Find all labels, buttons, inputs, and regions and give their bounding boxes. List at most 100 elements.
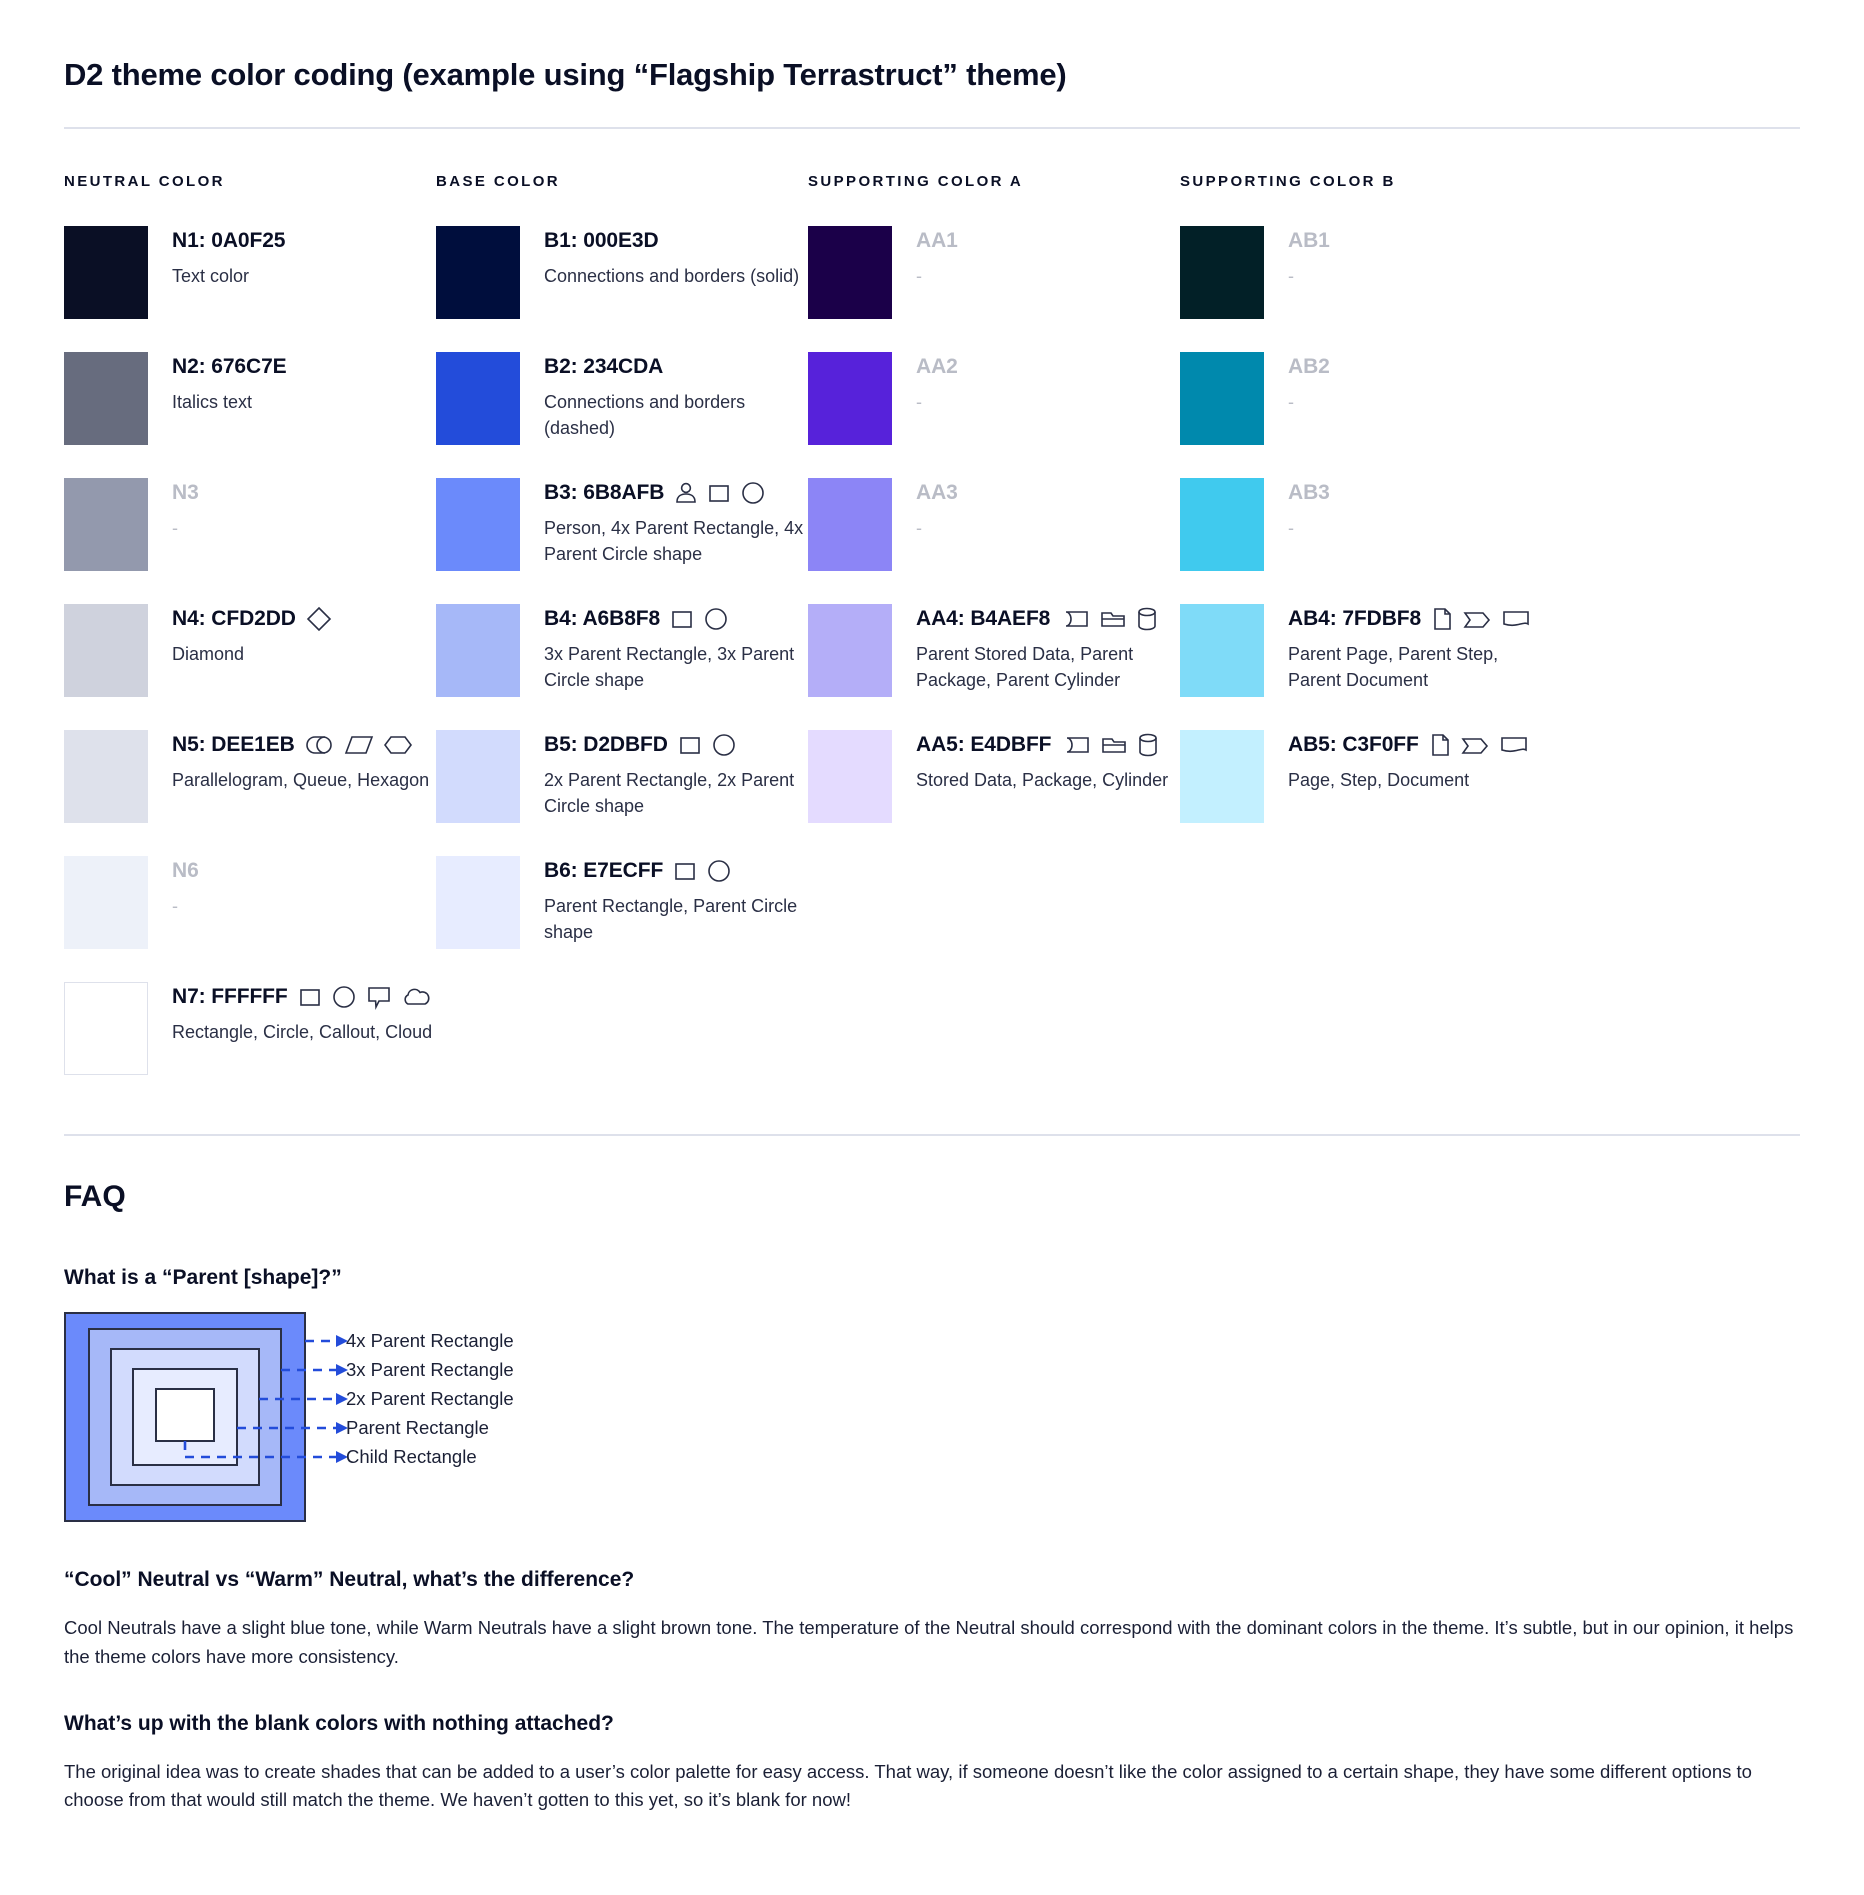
color-swatch[interactable] (808, 604, 892, 698)
swatch-meta: AA1 - (916, 226, 958, 289)
color-swatch[interactable] (436, 478, 520, 572)
swatch-name-line: B3: 6B8AFB (544, 480, 808, 506)
color-swatch[interactable] (64, 604, 148, 698)
rectangle-icon (678, 733, 702, 757)
swatch-name: B2: 234CDA (544, 355, 664, 379)
shape-icon-group (305, 733, 413, 757)
parent-shape-svg (64, 1312, 348, 1523)
swatch-name: B6: E7ECFF (544, 859, 664, 883)
palette-column: NEUTRAL COLOR N1: 0A0F25 Text color N2: 676… (64, 173, 436, 1108)
shape-icon-group (1061, 732, 1159, 758)
diagram-legend-label: 4x Parent Rectangle (346, 1330, 514, 1352)
swatch-description: Stored Data, Package, Cylinder (916, 770, 1169, 791)
swatch-description: - (916, 266, 922, 287)
color-swatch[interactable] (808, 352, 892, 446)
callout-icon (366, 984, 392, 1011)
swatch-name: B3: 6B8AFB (544, 481, 665, 505)
color-swatch[interactable] (64, 982, 148, 1076)
swatch-row: AB3 - (1180, 478, 1552, 604)
faq-question-2: “Cool” Neutral vs “Warm” Neutral, what’s… (64, 1568, 635, 1592)
swatch-name: AB1 (1288, 229, 1330, 253)
color-swatch[interactable] (436, 856, 520, 950)
palette-column: SUPPORTING COLOR B AB1 - AB2 - AB3 - AB4: 7FDBF… (1180, 173, 1552, 1108)
swatch-row: N2: 676C7E Italics text (64, 352, 436, 478)
swatch-name-line: AB4: 7FDBF8 (1288, 606, 1552, 632)
column-header: BASE COLOR (436, 173, 561, 191)
swatch-row: N7: FFFFFF Rectangle, Circle, Callout, Cl… (64, 982, 436, 1108)
swatch-list: N1: 0A0F25 Text color N2: 676C7E Italics te… (64, 226, 436, 1108)
document-icon (1499, 733, 1529, 757)
swatch-meta: B2: 234CDA Connections and borders (dashe… (544, 352, 808, 441)
color-swatch[interactable] (436, 226, 520, 320)
swatch-name-line: N7: FFFFFF (172, 984, 432, 1011)
faq-item-parent-shape: What is a “Parent [shape]?” (64, 1266, 1800, 1523)
swatch-description: Person, 4x Parent Rectangle, 4x Parent C… (544, 518, 804, 565)
rectangle-icon (670, 607, 694, 631)
swatch-row: N4: CFD2DD Diamond (64, 604, 436, 730)
cylinder-icon (1136, 606, 1158, 632)
swatch-description: - (916, 518, 922, 539)
step-icon (1460, 733, 1490, 757)
circle-icon (331, 984, 357, 1010)
swatch-row: AA5: E4DBFF Stored Data, Package, Cylinde… (808, 730, 1180, 856)
color-swatch[interactable] (1180, 352, 1264, 446)
color-swatch[interactable] (808, 730, 892, 824)
faq-divider (64, 1134, 1800, 1137)
connector-lines (183, 1339, 336, 1459)
swatch-name-line: AA1 (916, 228, 958, 254)
shape-icon-group (1431, 606, 1531, 632)
swatch-description: - (1288, 392, 1294, 413)
color-swatch[interactable] (808, 478, 892, 572)
swatch-name: B4: A6B8F8 (544, 607, 661, 631)
color-swatch[interactable] (64, 226, 148, 320)
swatch-name-line: B2: 234CDA (544, 354, 808, 380)
swatch-description: Diamond (172, 644, 245, 665)
color-swatch[interactable] (64, 352, 148, 446)
shape-icon-group (678, 732, 737, 758)
swatch-meta: AA4: B4AEF8 Parent Stored Data, Parent Pa… (916, 604, 1180, 693)
swatch-meta: AB5: C3F0FF Page, Step, Document (1288, 730, 1529, 793)
document-icon (1501, 607, 1531, 631)
color-swatch[interactable] (1180, 604, 1264, 698)
color-swatch[interactable] (64, 478, 148, 572)
swatch-row: N6 - (64, 856, 436, 982)
swatch-name-line: AB2 (1288, 354, 1330, 380)
swatch-name: N7: FFFFFF (172, 985, 288, 1009)
swatch-list: AA1 - AA2 - AA3 - AA4: B4AEF8 Parent Stored Dat… (808, 226, 1180, 856)
package-icon (1100, 733, 1128, 757)
shape-icon-group (670, 606, 729, 632)
color-swatch[interactable] (1180, 478, 1264, 572)
faq-item-cool-warm: “Cool” Neutral vs “Warm” Neutral, what’s… (64, 1568, 1800, 1671)
swatch-name: AB3 (1288, 481, 1330, 505)
swatch-description: Parallelogram, Queue, Hexagon (172, 770, 430, 791)
swatch-name: N4: CFD2DD (172, 607, 296, 631)
swatch-row: B2: 234CDA Connections and borders (dashe… (436, 352, 808, 478)
swatch-name-line: N3 (172, 480, 199, 506)
swatch-name: AA1 (916, 229, 958, 253)
title-divider (64, 127, 1800, 130)
swatch-row: AB1 - (1180, 226, 1552, 352)
swatch-description: Rectangle, Circle, Callout, Cloud (172, 1022, 433, 1043)
color-swatch[interactable] (436, 352, 520, 446)
swatch-name: N2: 676C7E (172, 355, 287, 379)
color-swatch[interactable] (436, 730, 520, 824)
parallelogram-icon (344, 733, 374, 757)
faq-answer-3: The original idea was to create shades t… (64, 1760, 1752, 1811)
palette-column: SUPPORTING COLOR A AA1 - AA2 - AA3 - AA4: B4AEF… (808, 173, 1180, 1108)
swatch-name: AA2 (916, 355, 958, 379)
color-swatch[interactable] (1180, 226, 1264, 320)
shape-icon-group (674, 480, 766, 506)
color-swatch[interactable] (1180, 730, 1264, 824)
page-title: D2 theme color coding (example using “Fl… (64, 57, 1067, 92)
swatch-meta: AA2 - (916, 352, 958, 415)
color-swatch[interactable] (64, 856, 148, 950)
swatch-description: 2x Parent Rectangle, 2x Parent Circle sh… (544, 770, 795, 817)
faq-heading: FAQ (64, 1180, 126, 1214)
color-swatch[interactable] (808, 226, 892, 320)
package-icon (1099, 607, 1127, 631)
color-swatch[interactable] (436, 604, 520, 698)
swatch-row: B5: D2DBFD 2x Parent Rectangle, 2x Parent… (436, 730, 808, 856)
color-swatch[interactable] (64, 730, 148, 824)
faq-question-1: What is a “Parent [shape]?” (64, 1266, 342, 1290)
